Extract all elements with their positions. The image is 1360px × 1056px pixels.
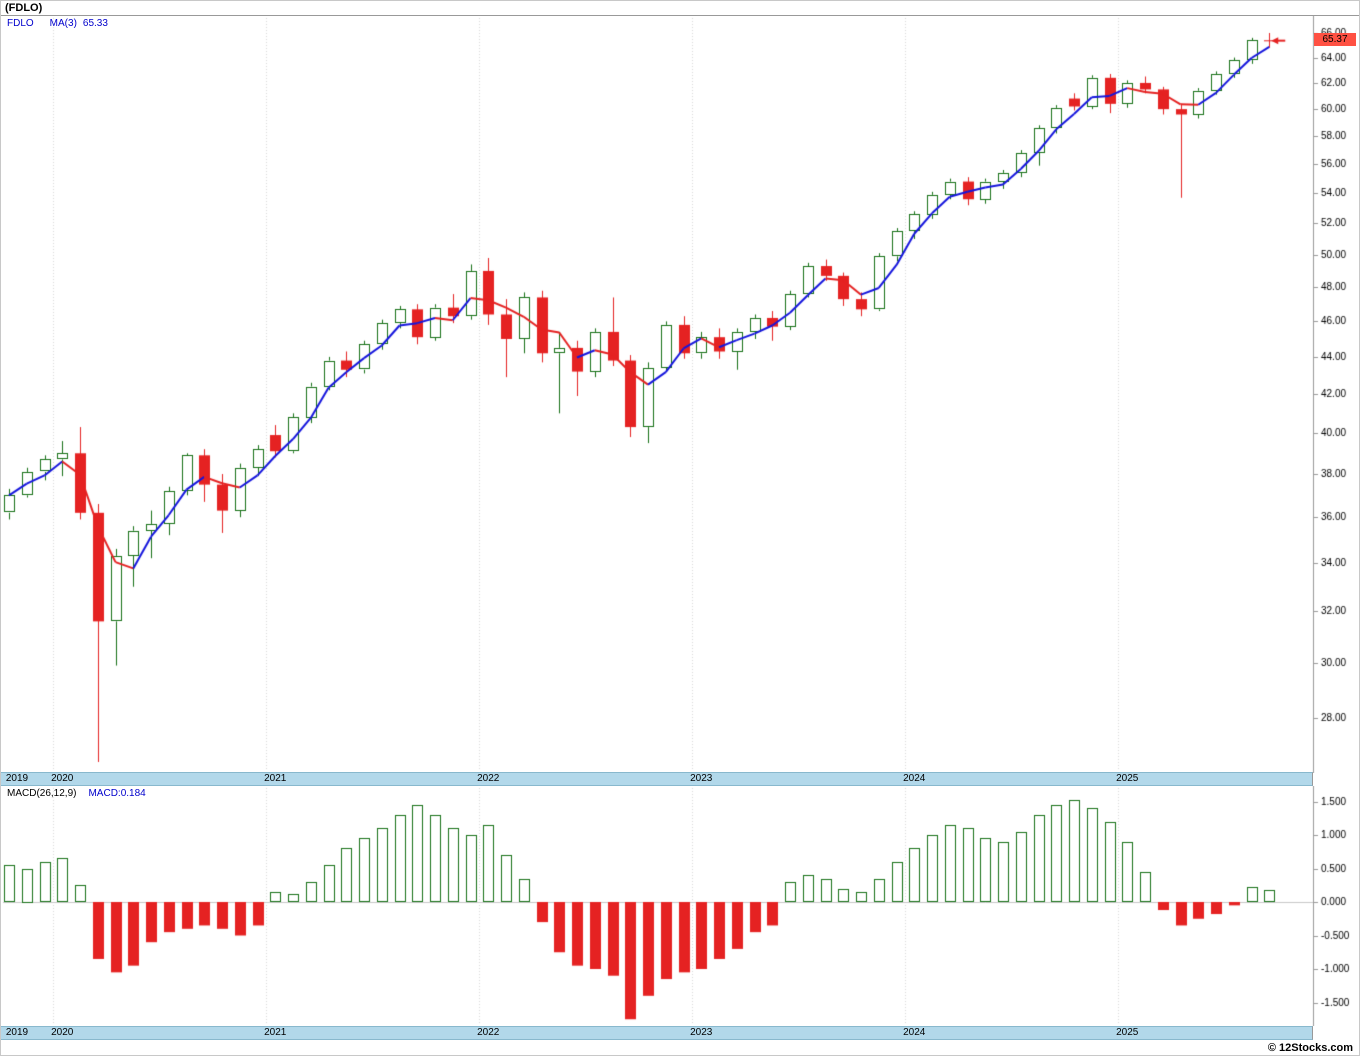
page-title: (FDLO): [5, 2, 43, 14]
year-label: 2025: [1116, 773, 1139, 784]
year-label: 2019: [5, 1027, 29, 1038]
macd-legend: MACD(26,12,9) MACD:0.184: [7, 788, 146, 799]
year-label: 2020: [51, 1027, 74, 1038]
year-label: 2019: [5, 773, 29, 784]
year-label: 2024: [903, 773, 926, 784]
legend-ma-label: MA(3): [49, 18, 77, 29]
macd-chart-canvas: [1, 786, 1359, 1026]
price-chart-panel: FDLO MA(3) 65.33: [1, 15, 1359, 773]
price-chart-canvas: [1, 16, 1359, 773]
macd-params-label: MACD(26,12,9): [7, 788, 77, 799]
legend-ma-value: 65.33: [82, 18, 108, 29]
price-chart-legend: FDLO MA(3) 65.33: [7, 18, 108, 29]
year-label: 2023: [690, 1027, 713, 1038]
year-label: 2023: [690, 773, 713, 784]
year-label: 2020: [51, 773, 74, 784]
footer: © 12Stocks.com: [1, 1040, 1359, 1055]
credit-link[interactable]: © 12Stocks.com: [1267, 1042, 1353, 1054]
year-label: 2021: [264, 773, 287, 784]
legend-ma: MA(3) 65.33: [50, 18, 108, 29]
year-label: 2022: [477, 773, 500, 784]
last-price-tag: 65.37: [1314, 33, 1356, 46]
year-label: 2021: [264, 1027, 287, 1038]
year-label: 2024: [903, 1027, 926, 1038]
macd-value-label: MACD:0.184: [88, 788, 146, 799]
legend-symbol: FDLO: [7, 18, 34, 29]
macd-panel: MACD(26,12,9) MACD:0.184: [1, 786, 1359, 1026]
price-x-axis: 2019 2020 2021 2022 2023 2024 2025: [1, 772, 1313, 786]
year-label: 2025: [1116, 1027, 1139, 1038]
year-label: 2022: [477, 1027, 500, 1038]
macd-x-axis: 2019 2020 2021 2022 2023 2024 2025: [1, 1026, 1313, 1040]
title-bar: (FDLO): [1, 1, 1359, 15]
